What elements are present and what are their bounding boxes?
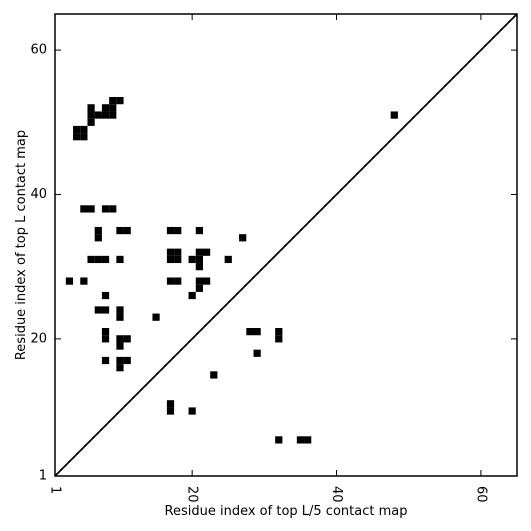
contact-cell-upper [123,226,131,235]
contact-cell-upper [116,335,124,343]
x-tick-label: 20 [185,486,200,503]
contact-cell-upper [174,255,182,264]
contact-cell-upper [109,111,117,119]
contact-cell-upper [188,291,196,300]
contact-cell-upper [116,342,124,350]
y-axis-label: Residue index of top L contact map [14,130,29,360]
contact-cell-upper [253,328,261,336]
contact-cell-upper [195,248,203,256]
x-axis-label: Residue index of top L/5 contact map [165,504,408,519]
contact-cell-upper [80,133,88,141]
contact-cell-upper [73,125,81,134]
y-tick-label: 1 [39,469,47,484]
contact-cell-upper [101,335,110,343]
x-tick-label: 40 [329,486,344,503]
contact-cell-upper [101,328,110,336]
contact-cell-upper [239,234,247,242]
contact-cell-upper [94,111,102,119]
contact-cell-upper [224,255,232,264]
diagonal-line [54,13,518,477]
contact-cell-upper [87,104,95,112]
contact-cell-upper [94,306,102,314]
contact-cell-lower [166,407,175,415]
y-tick-label: 40 [30,187,47,202]
contact-cell-upper [116,306,124,314]
contact-cell-upper [390,111,398,119]
contact-cell-upper [195,277,203,285]
contact-cell-upper [109,205,117,213]
contact-cell-upper [195,284,203,292]
contact-cell-upper [116,313,124,321]
contact-cell-upper [101,111,110,119]
contact-cell-lower [304,436,312,444]
contact-cell-upper [87,205,95,213]
contact-cell-upper [65,277,74,285]
y-tick-label: 60 [30,43,47,58]
contact-cell-upper [195,226,203,235]
contact-cell-upper [188,255,196,264]
contact-cell-upper [174,226,182,235]
contact-cell-upper [101,205,110,213]
contact-cell-upper [202,277,211,285]
contact-cell-upper [94,234,102,242]
y-tick-label: 20 [30,331,47,346]
contact-cell-upper [109,97,117,105]
contact-cell-upper [116,97,124,105]
contact-cell-upper [73,133,81,141]
contact-cell-upper [116,364,124,372]
contact-cell-upper [275,335,283,343]
contact-cell-upper [210,371,218,379]
contact-cell-upper [87,111,95,119]
contact-cell-upper [174,277,182,285]
contact-cell-upper [202,248,211,256]
contact-cell-upper [80,277,88,285]
contact-cell-lower [188,407,196,415]
contact-cell-lower [275,436,283,444]
contact-cell-upper [87,255,95,264]
axis-ticks: 1 20 40 60 1 20 40 60 [30,14,517,503]
x-tick-label: 60 [473,486,488,503]
contact-cell-upper [94,226,102,235]
contact-cell-upper [109,104,117,112]
contact-cell-upper [80,205,88,213]
contact-cell-upper [166,248,175,256]
contact-cell-upper [101,255,110,264]
contact-cell-upper [195,263,203,271]
contact-cell-upper [80,125,88,134]
contact-cell-upper [123,356,131,365]
contact-cell-lower [166,400,175,408]
plot-frame [54,13,518,477]
contact-cell-upper [253,349,261,357]
contact-cell-upper [246,328,254,336]
contact-cells [65,97,398,444]
contact-cell-lower [296,436,305,444]
contact-cell-upper [123,335,131,343]
x-tick-label: 1 [48,486,63,494]
contact-cell-upper [116,356,124,365]
contact-cell-upper [166,226,175,235]
contact-cell-upper [116,226,124,235]
contact-cell-upper [166,277,175,285]
contact-cell-upper [275,328,283,336]
contact-cell-upper [195,255,203,264]
contact-cell-upper [94,255,102,264]
contact-cell-upper [101,306,110,314]
contact-cell-upper [101,356,110,365]
contact-cell-upper [87,118,95,126]
contact-cell-upper [116,255,124,264]
contact-cell-upper [174,248,182,256]
contact-cell-upper [166,255,175,264]
contact-cell-upper [101,291,110,300]
contact-cell-upper [101,104,110,112]
contact-cell-upper [152,313,160,321]
